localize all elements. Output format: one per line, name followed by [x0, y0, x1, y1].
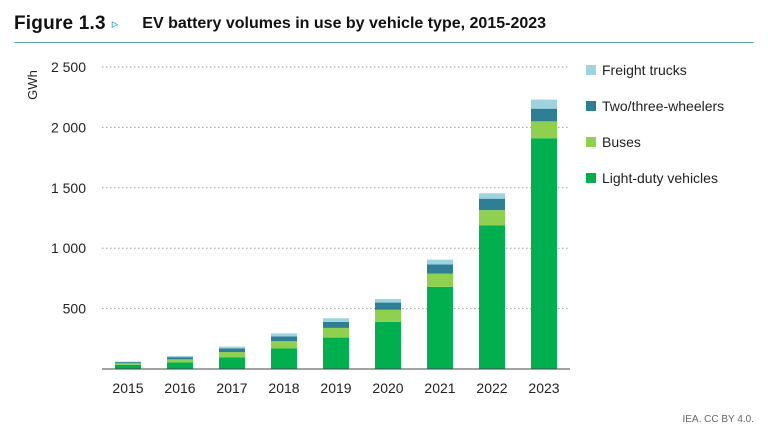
bar-segment-two-three-wheelers-2023: [531, 108, 557, 122]
legend-label-two-three-wheelers: Two/three-wheelers: [602, 98, 725, 114]
x-tick-label: 2017: [216, 380, 247, 396]
bar-segment-buses-2017: [219, 352, 245, 358]
bar-segment-light-duty-vehicles-2015: [115, 364, 141, 369]
bar-segment-two-three-wheelers-2017: [219, 348, 245, 353]
legend-swatch-light-duty-vehicles: [586, 173, 596, 183]
bar-segment-freight-trucks-2018: [271, 333, 297, 337]
bar-segment-buses-2015: [115, 363, 141, 365]
y-tick-label: 1 000: [51, 240, 86, 256]
bar-segment-freight-trucks-2015: [115, 361, 141, 363]
bar-segment-light-duty-vehicles-2016: [167, 362, 193, 369]
legend-label-light-duty-vehicles: Light-duty vehicles: [602, 170, 718, 186]
legend-swatch-buses: [586, 137, 596, 147]
y-axis-label: GWh: [25, 70, 40, 100]
bar-segment-buses-2019: [323, 327, 349, 338]
x-tick-label: 2015: [112, 380, 143, 396]
bar-segment-buses-2021: [427, 273, 453, 287]
bar-segment-light-duty-vehicles-2019: [323, 337, 349, 369]
x-tick-label: 2021: [424, 380, 455, 396]
bar-segment-freight-trucks-2023: [531, 99, 557, 109]
bar-segment-light-duty-vehicles-2023: [531, 138, 557, 369]
bar-segment-buses-2020: [375, 309, 401, 322]
bar-segment-buses-2016: [167, 359, 193, 363]
y-tick-label: 1 500: [51, 180, 86, 196]
bar-segment-light-duty-vehicles-2022: [479, 225, 505, 369]
legend-item-two-three-wheelers: Two/three-wheelers: [586, 98, 724, 114]
bar-segment-freight-trucks-2017: [219, 346, 245, 349]
legend-swatch-freight-trucks: [586, 65, 596, 75]
bar-segment-two-three-wheelers-2016: [167, 357, 193, 360]
legend-item-light-duty-vehicles: Light-duty vehicles: [586, 170, 718, 186]
bar-segment-light-duty-vehicles-2017: [219, 357, 245, 369]
x-tick-label: 2023: [528, 380, 559, 396]
bar-segment-two-three-wheelers-2021: [427, 264, 453, 274]
bar-segment-freight-trucks-2022: [479, 193, 505, 199]
header-divider: [14, 42, 754, 43]
chart-title: EV battery volumes in use by vehicle typ…: [142, 15, 547, 32]
x-tick-label: 2019: [320, 380, 351, 396]
legend-label-buses: Buses: [602, 134, 641, 150]
legend-label-freight-trucks: Freight trucks: [602, 62, 687, 78]
bar-segment-freight-trucks-2021: [427, 259, 453, 265]
triangle-arrow-icon: ▹: [111, 16, 119, 31]
legend-item-freight-trucks: Freight trucks: [586, 62, 687, 78]
figure-header: Figure 1.3 ▹ EV battery volumes in use b…: [14, 12, 546, 36]
x-tick-label: 2016: [164, 380, 195, 396]
x-tick-label: 2020: [372, 380, 403, 396]
bar-segment-light-duty-vehicles-2020: [375, 321, 401, 369]
bar-segment-buses-2018: [271, 341, 297, 349]
x-tick-label: 2018: [268, 380, 299, 396]
figure-label: Figure 1.3: [14, 13, 106, 34]
bar-segment-two-three-wheelers-2019: [323, 321, 349, 328]
legend-item-buses: Buses: [586, 134, 641, 150]
bar-segment-freight-trucks-2016: [167, 355, 193, 358]
y-tick-label: 2 000: [51, 119, 86, 135]
bar-segment-freight-trucks-2020: [375, 298, 401, 303]
bar-segment-light-duty-vehicles-2018: [271, 348, 297, 369]
bar-segment-two-three-wheelers-2015: [115, 362, 141, 364]
y-tick-label: 2 500: [51, 59, 86, 75]
bar-segment-two-three-wheelers-2020: [375, 302, 401, 310]
legend-swatch-two-three-wheelers: [586, 101, 596, 111]
bar-segment-buses-2023: [531, 121, 557, 139]
bar-segment-freight-trucks-2019: [323, 318, 349, 322]
x-tick-label: 2022: [476, 380, 507, 396]
source-credit: IEA. CC BY 4.0.: [682, 414, 754, 425]
bar-segment-two-three-wheelers-2022: [479, 198, 505, 211]
bar-segment-light-duty-vehicles-2021: [427, 286, 453, 369]
bar-segment-buses-2022: [479, 210, 505, 226]
y-tick-label: 500: [63, 301, 87, 317]
bar-segment-two-three-wheelers-2018: [271, 336, 297, 342]
